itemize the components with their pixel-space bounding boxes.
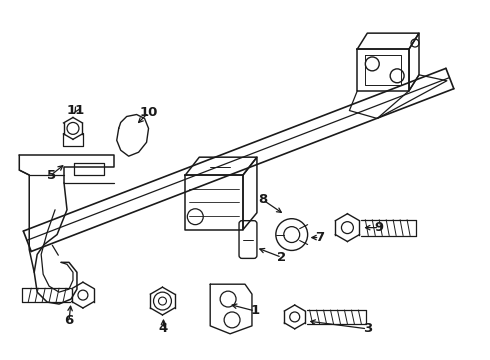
Text: 8: 8 (258, 193, 268, 206)
Text: 9: 9 (375, 221, 384, 234)
Text: 2: 2 (277, 251, 286, 264)
Text: 1: 1 (250, 305, 260, 318)
Text: 6: 6 (64, 314, 74, 327)
Text: 4: 4 (159, 322, 168, 336)
Text: 5: 5 (47, 168, 56, 181)
Text: 10: 10 (139, 106, 158, 119)
Text: 7: 7 (315, 231, 324, 244)
Text: 3: 3 (363, 322, 372, 336)
Text: 11: 11 (67, 104, 85, 117)
